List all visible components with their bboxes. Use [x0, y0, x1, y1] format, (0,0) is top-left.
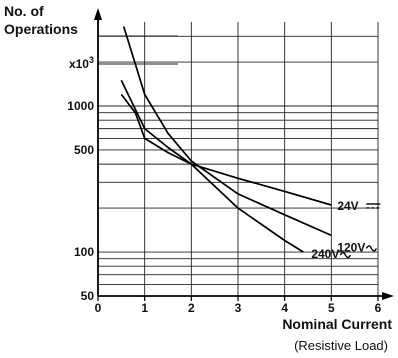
series-line-1 [122, 26, 332, 237]
x-tick-label: 1 [141, 301, 148, 315]
y-multiplier-label: x103 [69, 55, 94, 71]
y-axis-arrow [94, 8, 102, 20]
series-label-1: 120V [337, 240, 365, 254]
chart-ticks: 0 1 2 3 4 5 6 50 100 500 1000 x103 [67, 55, 381, 315]
chart-axes [94, 8, 394, 300]
x-tick-label: 2 [188, 301, 195, 315]
x-tick-label: 5 [328, 301, 335, 315]
x-tick-label: 6 [375, 301, 382, 315]
x-tick-label: 0 [95, 301, 102, 315]
chart-series [120, 26, 332, 253]
x-axis-sublabel: (Resistive Load) [294, 338, 388, 353]
series-line-0 [120, 93, 332, 206]
y-tick-label: 50 [81, 289, 95, 303]
ac-symbol [365, 245, 377, 252]
series-label-0: 24V [337, 199, 358, 213]
chart-grid [98, 22, 379, 296]
x-axis-arrow [382, 292, 394, 300]
x-tick-label: 4 [281, 301, 288, 315]
x-tick-label: 3 [235, 301, 242, 315]
series-line-2 [120, 79, 304, 253]
y-tick-label: 500 [74, 143, 94, 157]
y-axis-label-line2: Operations [4, 21, 78, 37]
series-label-2: 240V [311, 247, 339, 261]
y-axis-label-line1: No. of [4, 3, 44, 19]
y-tick-label: 100 [74, 245, 94, 259]
ac-symbol [339, 251, 351, 259]
y-multiplier-exponent: 3 [89, 55, 94, 65]
y-tick-label: 1000 [67, 99, 94, 113]
x-axis-label: Nominal Current [282, 316, 392, 332]
y-axis-label: No. of Operations [4, 2, 78, 38]
